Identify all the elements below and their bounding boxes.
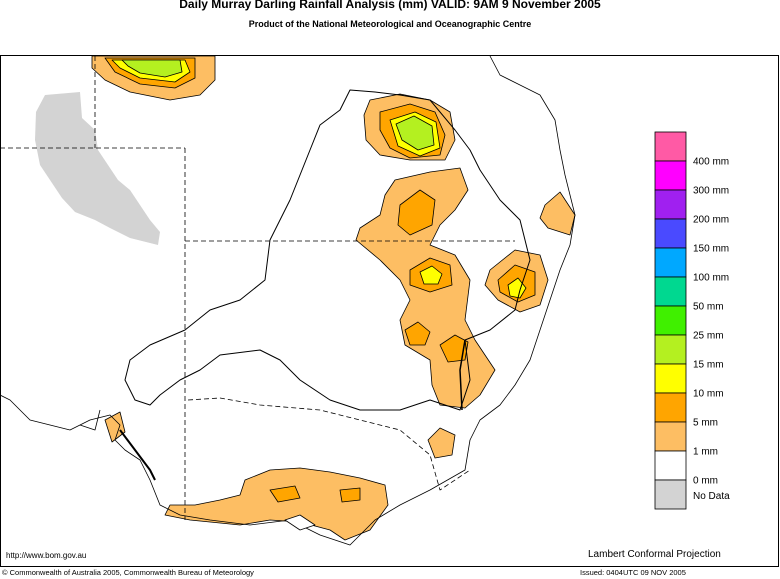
map-frame [0, 55, 779, 567]
legend-swatch [654, 218, 687, 249]
legend-label: 25 mm [693, 331, 724, 342]
legend-label: 150 mm [693, 244, 729, 255]
legend-swatch [654, 334, 687, 365]
legend-label: 100 mm [693, 273, 729, 284]
legend-label: 1 mm [693, 447, 718, 458]
rain-area [164, 467, 389, 541]
copyright: © Commonwealth of Australia 2005, Common… [2, 568, 254, 577]
legend-swatch [654, 189, 687, 220]
legend-label: No Data [693, 491, 730, 502]
state-border [0, 56, 515, 520]
rain-area [539, 191, 576, 236]
legend-label: 10 mm [693, 389, 724, 400]
legend-swatch [654, 276, 687, 307]
bay [284, 514, 316, 531]
rain-area [121, 59, 183, 78]
legend-swatch [654, 450, 687, 481]
rain-area [104, 411, 126, 443]
rain-area [404, 321, 431, 346]
legend-label: 400 mm [693, 157, 729, 168]
legend-label: 15 mm [693, 360, 724, 371]
rain-area [507, 277, 527, 299]
legend-label: 200 mm [693, 215, 729, 226]
subtitle: Product of the National Meteorological a… [249, 19, 532, 29]
legend-swatch [654, 479, 687, 510]
rain-area [427, 427, 456, 459]
map-layer [0, 55, 576, 546]
projection: Lambert Conformal Projection [588, 549, 721, 560]
rain-area [269, 485, 301, 503]
legend-label: 300 mm [693, 186, 729, 197]
rain-area [395, 115, 435, 151]
legend-swatch [654, 392, 687, 423]
issued: Issued: 0404UTC 09 NOV 2005 [580, 568, 686, 577]
legend-swatch [654, 131, 687, 162]
legend-swatch [654, 421, 687, 452]
legend-swatch [654, 247, 687, 278]
rain-area [339, 487, 361, 503]
legend-label: 5 mm [693, 418, 718, 429]
coastline [0, 55, 576, 546]
legend-label: 0 mm [693, 476, 718, 487]
rain-area [419, 265, 443, 285]
legend: 400 mm 300 mm 200 mm 150 mm 100 mm 50 mm 25 mm… [654, 131, 730, 510]
legend-swatch [654, 305, 687, 336]
legend-swatch [654, 160, 687, 191]
legend-label: 50 mm [693, 302, 724, 313]
basin-boundary [124, 89, 531, 411]
rain-area [397, 189, 436, 236]
river [119, 429, 156, 481]
basin-boundary [459, 339, 466, 411]
title: Daily Murray Darling Rainfall Analysis (… [179, 0, 601, 11]
coastline [79, 409, 101, 431]
legend-swatch [654, 363, 687, 394]
no-data-area [35, 92, 160, 245]
url: http://www.bom.gov.au [6, 551, 86, 560]
